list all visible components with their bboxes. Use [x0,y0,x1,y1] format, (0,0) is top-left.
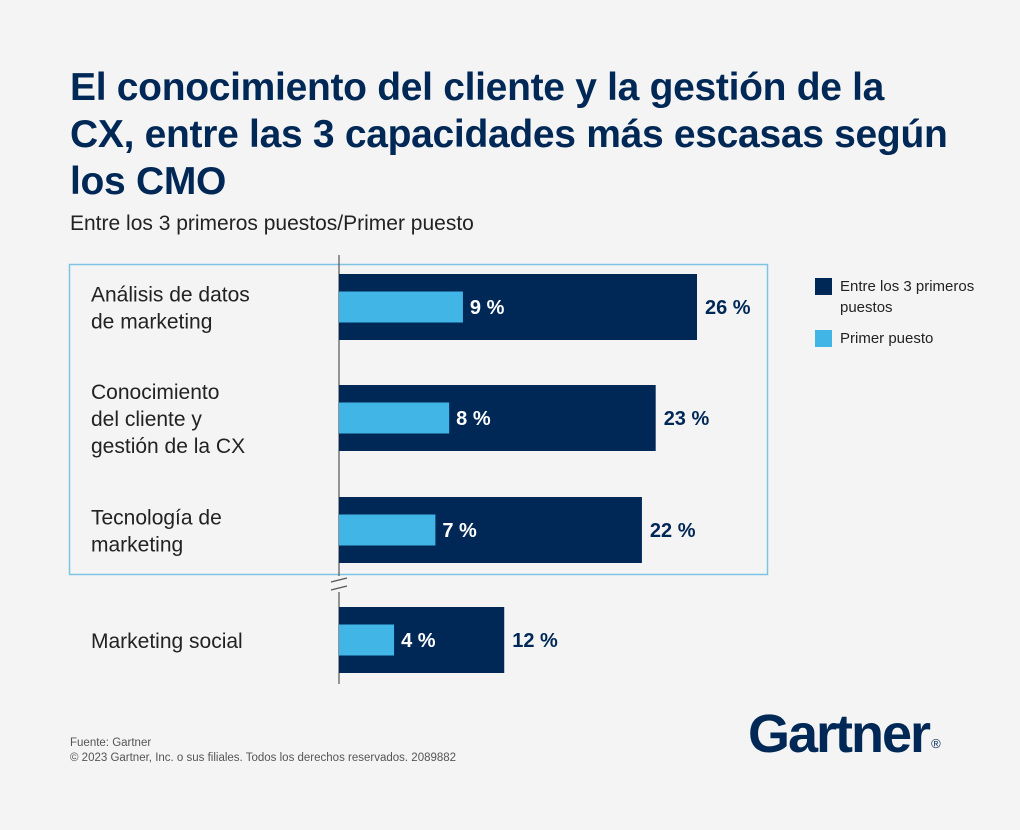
source-line: Fuente: Gartner [70,737,152,749]
bar-first [339,624,395,656]
data-label-first: 9 % [470,297,505,319]
data-label-top3: 22 % [650,520,696,542]
bar-first [339,402,450,434]
logo-text: Gartner [748,704,931,764]
data-label-top3: 12 % [512,630,558,652]
category-label-line: Marketing social [91,630,243,653]
data-label-first: 8 % [456,408,491,430]
data-label-top3: 23 % [664,408,710,430]
source-note: Fuente: Gartner © 2023 Gartner, Inc. o s… [70,736,456,766]
bar-first [339,291,463,323]
data-label-first: 7 % [442,520,477,542]
category-label-line: Conocimiento [91,381,219,404]
category-label: Marketing social [91,630,243,653]
category-label-line: Análisis de datos [91,284,250,307]
axis-break-mark [330,585,348,591]
axis-break-mark [330,577,348,583]
bar-first [339,514,436,546]
copyright-line: © 2023 Gartner, Inc. o sus filiales. Tod… [70,752,457,764]
legend: Entre los 3 primeros puestos Primer pues… [815,276,995,359]
chart-title: El conocimiento del cliente y la gestión… [70,66,948,203]
legend-item-first: Primer puesto [815,328,995,349]
legend-swatch-top3 [815,278,832,295]
gartner-logo: Gartner ® [748,704,941,774]
legend-label-top3: Entre los 3 primeros puestos [840,278,975,316]
category-label-line: marketing [91,534,183,557]
highlight-box [68,263,769,576]
category-label-line: del cliente y [91,408,202,431]
data-label-top3: 26 % [705,297,751,319]
legend-swatch-first [815,330,832,347]
category-label: Análisis de datos de marketing [91,284,250,334]
category-label: Conocimiento del cliente y gestión de la C… [91,381,245,458]
data-label-first: 4 % [401,630,436,652]
category-label-line: Tecnología de [91,507,222,530]
registered-mark: ® [931,736,941,751]
category-label-line: de marketing [91,311,212,334]
category-label-line: gestión de la CX [91,435,245,458]
chart-subtitle: Entre los 3 primeros puestos/Primer pues… [70,212,474,235]
legend-label-first: Primer puesto [840,330,934,347]
legend-item-top3: Entre los 3 primeros puestos [815,276,995,318]
category-label: Tecnología de marketing [91,507,222,557]
